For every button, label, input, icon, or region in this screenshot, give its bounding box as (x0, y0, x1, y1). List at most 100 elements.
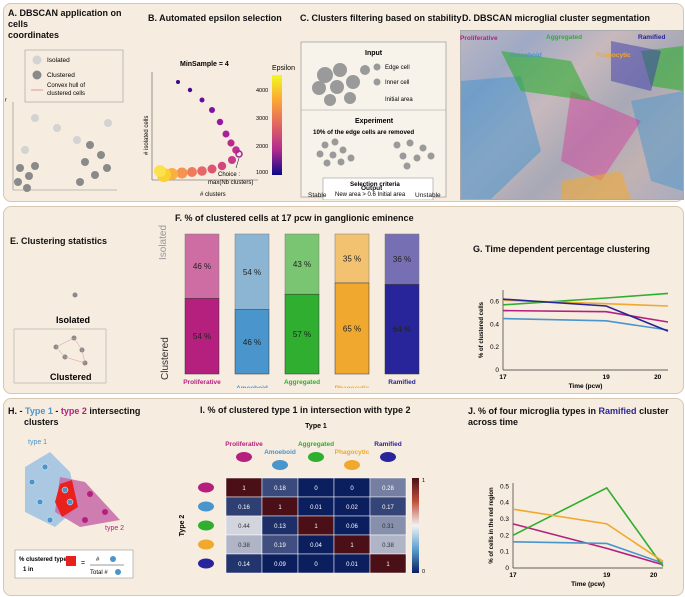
panel-h-sep: - (52, 406, 61, 416)
category-proliferative: Proliferative (183, 379, 221, 386)
heatmap-value-2-2: 1 (314, 524, 318, 530)
heatmap-value-1-2: 0.01 (310, 505, 322, 511)
clustered-legend-label: Clustered (47, 72, 75, 79)
bar-clustered-ramified (384, 284, 420, 375)
label-isolated-proliferative: 46 % (193, 262, 211, 271)
bar-clustered-proliferative (184, 298, 220, 375)
heatmap-value-4-4: 1 (386, 562, 390, 568)
label-clustered-amoeboid: 46 % (243, 338, 261, 347)
bar-clustered-amoeboid (234, 309, 270, 375)
label-aggregated: Aggregated (546, 34, 583, 41)
panel-a-legend-box (24, 49, 124, 103)
chartJ-ytick-0: 0 (505, 565, 509, 572)
formula-label-2: 1 in (23, 567, 34, 573)
panel-c-figure: Input Edge cell Inner cell Initial area … (300, 41, 447, 200)
formula-denominator: Total # (90, 570, 108, 576)
criteria-box (322, 177, 434, 200)
heatmap-col-phagocytic-icon (344, 460, 360, 470)
heatmap-value-3-4: 0.38 (382, 543, 394, 549)
chartJ-line-amoeboid (512, 541, 664, 564)
panel-b-title: B. Automated epsilon selection (148, 13, 282, 23)
panel-a-figure: Isolated Clustered Convex hull of cluste… (5, 49, 124, 192)
heatmap-col-aggregated: Aggregated (298, 441, 334, 448)
heatmap-value-3-2: 0.04 (310, 543, 322, 549)
chartJ-xtick-17: 17 (509, 572, 517, 579)
epsilon-colorbar (272, 75, 282, 175)
heatmap-col-ramified-icon (380, 452, 396, 462)
initial-area-label: Initial area (385, 97, 413, 103)
removed-label: 10% of the edge cells are removed (313, 129, 414, 136)
panel-j-title-c: cluster (639, 406, 669, 416)
panel-h-type2: type 2 (60, 406, 87, 416)
cb-tick-1000: 1000 (256, 170, 268, 176)
heatmap-row-aggregated-icon (198, 520, 214, 531)
category-phagocytic: Phagocytic (335, 385, 370, 388)
heatmap-value-3-3: 1 (350, 543, 354, 549)
chartJ-xtick-19: 19 (603, 572, 611, 579)
category-aggregated: Aggregated (284, 379, 320, 386)
panel-j-title: J. % of four microglia types in Ramified… (468, 406, 669, 428)
heatmap-col-amoeboid: Amoeboid (264, 449, 296, 456)
choice-pointer (235, 157, 240, 169)
colorbar-tick-1: 1 (422, 478, 425, 484)
panel-f-chart: 46 % 54 % Proliferative 54 % 46 % Amoeboid 43 … (183, 233, 420, 388)
label-clustered-aggregated: 57 % (293, 330, 311, 339)
experiment-label: Experiment (355, 118, 394, 125)
chartG-ytick-0: 0 (495, 367, 499, 374)
label-proliferative: Proliferative (460, 35, 498, 42)
chartJ-xtick-20: 20 (650, 572, 658, 579)
panel-h-title-l2: clusters (24, 417, 59, 427)
chartJ-xlabel: Time (pcw) (571, 581, 605, 588)
heatmap-value-2-1: 0.13 (274, 524, 286, 530)
heatmap-value-4-2: 0 (314, 562, 318, 568)
unstable-label: Unstable (415, 192, 441, 199)
chartG-xlabel: Time (pcw) (569, 383, 603, 390)
edge-cell-label: Edge cell (385, 65, 410, 71)
unstable-cells (393, 139, 435, 170)
bar-isolated-aggregated (284, 233, 320, 295)
chartG-ytick-0.6: 0.6 (490, 298, 499, 305)
chartJ-ytick-0.4: 0.4 (500, 500, 509, 507)
heatmap-col-ramified: Ramified (374, 441, 401, 448)
panel-h-title: H. - Type 1 - type 2 intersecting cluste… (8, 406, 140, 428)
panel-b-subtitle: MinSample = 4 (180, 61, 229, 68)
cb-tick-4000: 4000 (256, 88, 268, 94)
chartG-ylabel: % of clustered cells (479, 301, 485, 358)
segmentation-overlay (461, 41, 683, 199)
label-isolated-ramified: 36 % (393, 255, 411, 264)
segmentation-image (460, 30, 684, 200)
panel-f-title: F. % of clustered cells at 17 pcw in gan… (175, 213, 414, 223)
heatmap-value-0-3: 0 (350, 486, 354, 492)
type2-label: type 2 (105, 525, 124, 532)
chartG-line-ramified (502, 298, 669, 332)
chartJ-ytick-0.5: 0.5 (500, 483, 509, 490)
bar-clustered-aggregated (284, 293, 320, 375)
panel-i-title: I. % of clustered type 1 in intersection… (200, 405, 411, 415)
label-phagocytic: Phagocytic (596, 52, 631, 59)
cb-tick-2000: 2000 (256, 144, 268, 150)
panel-b-figure: MinSample = 4 # isolated cells # cluster… (144, 61, 295, 198)
panel-j-title-ramified: Ramified (598, 406, 637, 416)
heatmap-colorbar (412, 478, 419, 573)
chartJ-ylabel: % of cells in the red region (489, 487, 495, 564)
chartG-ytick-0.4: 0.4 (490, 321, 499, 328)
inner-cell-legend (373, 78, 381, 86)
clustered-legend-dot (32, 70, 42, 80)
panel-g-chart: 0 0.2 0.4 0.6 17 19 20 Time (pcw) % of clustered… (479, 290, 669, 390)
isolated-cells (21, 114, 112, 154)
bar-isolated-phagocytic (334, 233, 370, 284)
panel-a-y-label: y (5, 97, 7, 104)
heatmap-col-aggregated-icon (308, 452, 324, 462)
panel-f-ylabel-isolated: Isolated (158, 224, 169, 260)
choice-rule: max(Nb clusters) (208, 180, 253, 186)
cb-tick-3000: 3000 (256, 116, 268, 122)
epsilon-points (154, 80, 240, 182)
label-clustered-phagocytic: 65 % (343, 325, 361, 334)
input-label: Input (365, 50, 383, 57)
heatmap-type1-label: Type 1 (305, 423, 327, 430)
colorbar-tick-0: 0 (422, 569, 425, 575)
panel-e-title: E. Clustering statistics (10, 236, 108, 246)
heatmap-value-4-3: 0.01 (346, 562, 358, 568)
heatmap-value-1-1: 1 (278, 505, 282, 511)
chartJ-ytick-0.3: 0.3 (500, 516, 509, 523)
